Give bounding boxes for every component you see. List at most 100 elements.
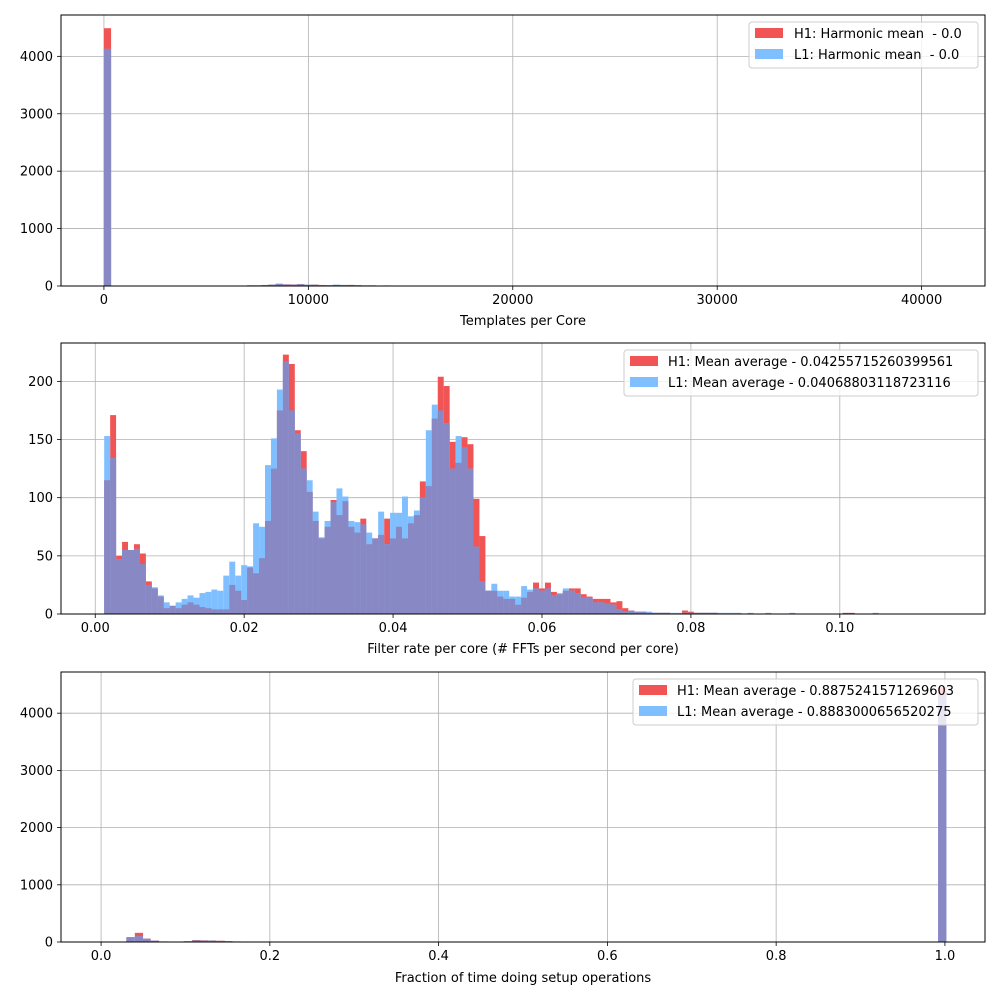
bar-overlap	[438, 410, 444, 614]
bar-overlap	[104, 480, 110, 614]
y-tick-label: 2000	[20, 165, 53, 180]
bar-overlap	[491, 591, 497, 614]
bar-overlap	[533, 588, 539, 614]
legend-swatch-h1	[639, 685, 667, 695]
bar-overlap	[539, 591, 545, 614]
bar-overlap	[503, 599, 509, 614]
bar-overlap	[497, 597, 503, 614]
bar-overlap	[515, 605, 521, 614]
bar-overlap	[176, 608, 182, 614]
y-tick-label: 0	[45, 608, 53, 623]
legend-label-l1: L1: Harmonic mean - 0.0	[794, 48, 959, 63]
legend-label-h1: H1: Harmonic mean - 0.0	[794, 27, 962, 42]
bar-overlap	[295, 434, 301, 614]
y-tick-label: 1000	[20, 878, 53, 893]
bar-overlap	[485, 591, 491, 614]
bar-overlap	[199, 607, 205, 614]
bar-overlap	[599, 602, 605, 614]
bar-overlap	[527, 592, 533, 614]
bar-overlap	[229, 585, 235, 614]
bar-overlap	[521, 598, 527, 614]
x-tick-label: 0.08	[676, 621, 705, 636]
bar-overlap	[331, 502, 337, 614]
bar-overlap	[396, 527, 402, 614]
bar-overlap	[283, 362, 289, 614]
x-axis-label: Filter rate per core (# FFTs per second …	[367, 642, 679, 657]
legend-label-l1: L1: Mean average - 0.04068803118723116	[668, 376, 951, 391]
bar-overlap	[366, 544, 372, 614]
bar-overlap	[354, 533, 360, 614]
legend-swatch-l1	[755, 49, 783, 59]
bar-overlap	[545, 588, 551, 614]
bar-overlap	[104, 49, 111, 286]
legend-swatch-h1	[630, 356, 658, 366]
x-tick-label: 0.8	[766, 949, 787, 964]
x-tick-label: 0.06	[528, 621, 557, 636]
bar-overlap	[307, 492, 313, 614]
y-tick-label: 100	[28, 491, 53, 506]
x-tick-label: 0.10	[825, 621, 854, 636]
bar-overlap	[128, 550, 134, 614]
bar-overlap	[223, 609, 229, 614]
bar-overlap	[140, 564, 146, 614]
bar-overlap	[462, 448, 468, 614]
bar-overlap	[205, 608, 211, 614]
bar-overlap	[325, 527, 331, 614]
bar-overlap	[134, 549, 140, 614]
x-tick-label: 0.04	[379, 621, 408, 636]
x-axis-label: Templates per Core	[459, 314, 586, 329]
bar-overlap	[575, 593, 581, 614]
bar-overlap	[182, 605, 188, 614]
bar-overlap	[384, 544, 390, 614]
bar-overlap	[444, 423, 450, 614]
bar-overlap	[301, 469, 307, 614]
bar-overlap	[938, 695, 946, 942]
y-tick-label: 1000	[20, 222, 53, 237]
y-tick-label: 200	[28, 375, 53, 390]
bar-overlap	[152, 588, 158, 614]
bar-overlap	[479, 581, 485, 614]
bar-overlap	[378, 535, 384, 614]
x-tick-label: 20000	[492, 293, 533, 308]
bar-overlap	[610, 605, 616, 614]
bar-overlap	[450, 469, 456, 614]
x-tick-label: 30000	[697, 293, 738, 308]
bar-overlap	[342, 501, 348, 614]
bar-overlap	[593, 602, 599, 614]
bar-overlap	[126, 938, 134, 942]
bar-overlap	[235, 591, 241, 614]
bar-overlap	[456, 463, 462, 614]
bar-l1	[223, 576, 229, 614]
bar-overlap	[563, 591, 569, 614]
bar-overlap	[569, 591, 575, 614]
x-tick-label: 10000	[288, 293, 329, 308]
bar-overlap	[468, 469, 474, 614]
bar-overlap	[432, 419, 438, 614]
y-tick-label: 3000	[20, 764, 53, 779]
bar-overlap	[313, 521, 319, 614]
y-tick-label: 150	[28, 433, 53, 448]
bar-overlap	[253, 573, 259, 614]
y-tick-label: 50	[36, 549, 53, 564]
bar-overlap	[158, 597, 164, 614]
legend-swatch-l1	[639, 706, 667, 716]
bar-overlap	[473, 547, 479, 614]
x-tick-label: 0.6	[597, 949, 618, 964]
bar-overlap	[135, 936, 143, 942]
x-tick-label: 0.00	[81, 621, 110, 636]
legend-label-h1: H1: Mean average - 0.04255715260399561	[668, 355, 953, 370]
y-tick-label: 3000	[20, 107, 53, 122]
x-tick-label: 40000	[901, 293, 942, 308]
y-tick-label: 0	[45, 936, 53, 951]
bar-overlap	[551, 595, 557, 614]
legend: H1: Mean average - 0.8875241571269603 L1…	[633, 679, 978, 725]
y-tick-label: 0	[45, 280, 53, 295]
bar-overlap	[247, 567, 253, 614]
x-tick-label: 0.02	[230, 621, 259, 636]
x-tick-label: 0.0	[91, 949, 112, 964]
bar-overlap	[628, 611, 634, 614]
bar-overlap	[110, 458, 116, 614]
bar-overlap	[116, 559, 122, 614]
bar-overlap	[319, 538, 325, 614]
